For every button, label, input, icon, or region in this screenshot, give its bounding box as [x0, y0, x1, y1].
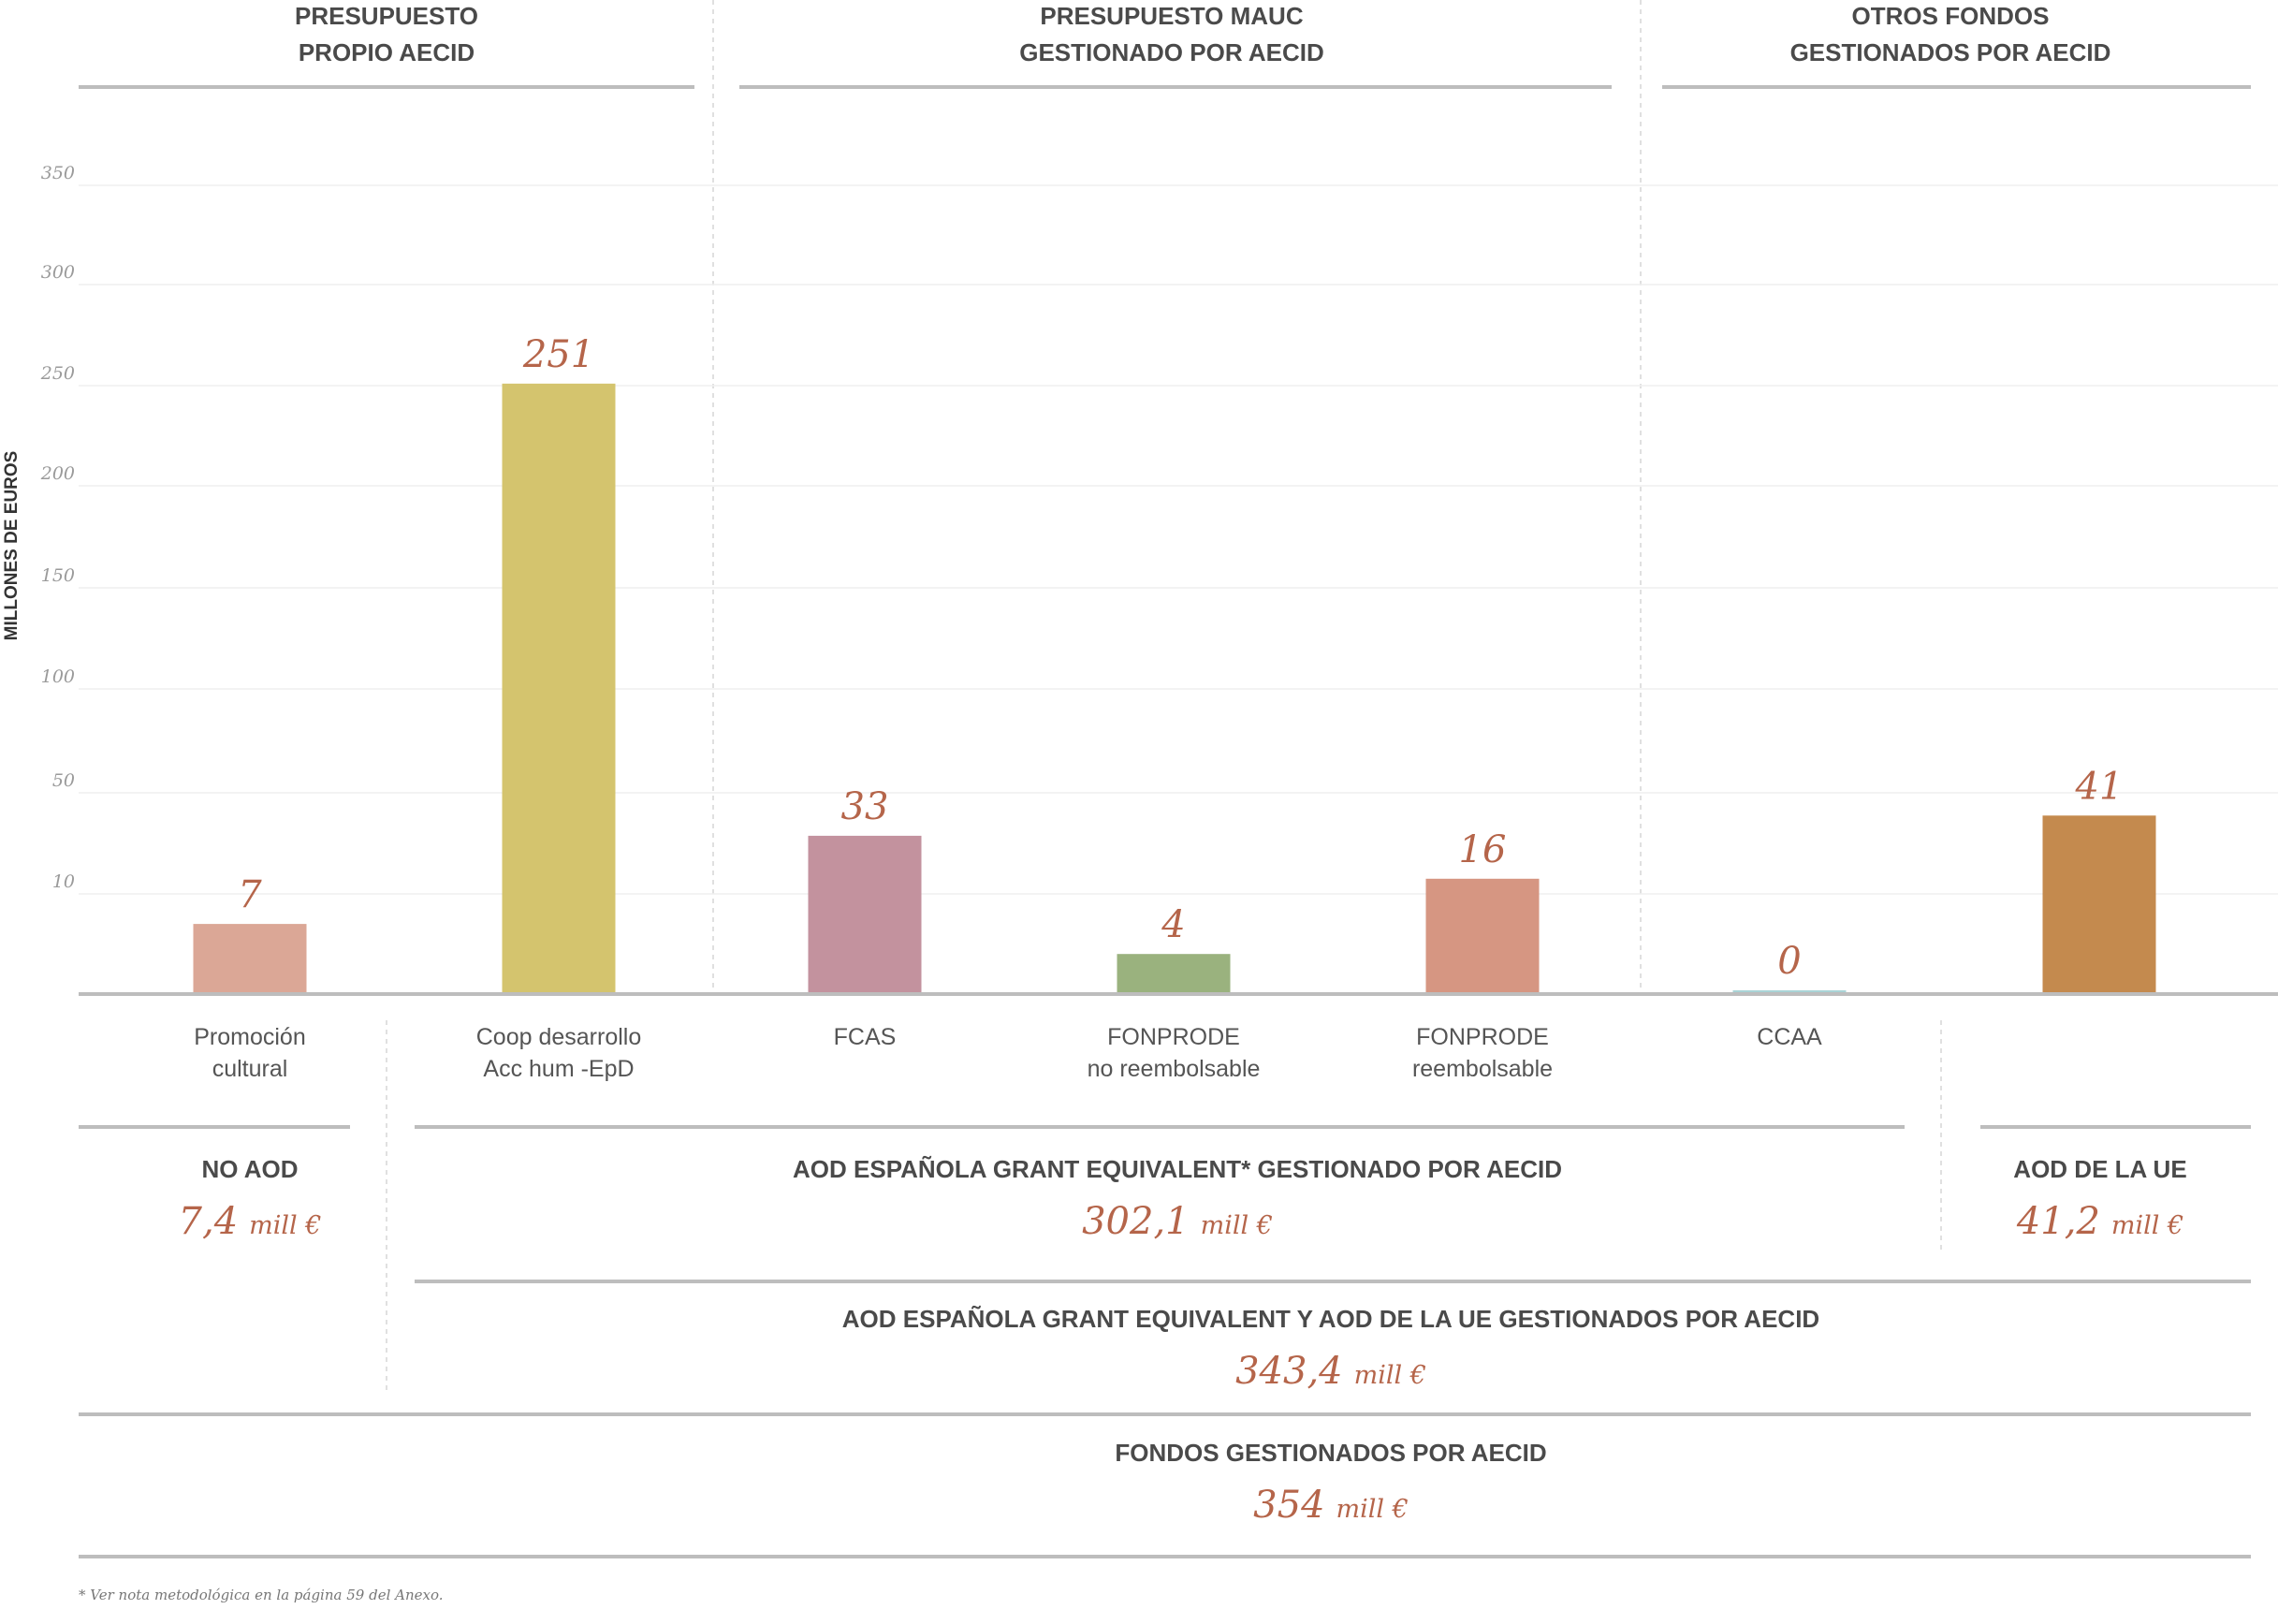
y-tick-label: 150 [41, 565, 75, 586]
bar [1117, 954, 1231, 994]
aod-espanola-title: AOD ESPAÑOLA GRANT EQUIVALENT* GESTIONAD… [793, 1155, 1562, 1183]
category-label: no reembolsable [1088, 1056, 1261, 1082]
aod-total-unit: mill € [1354, 1361, 1426, 1390]
section-header-otros-line2: GESTIONADOS POR AECID [1790, 38, 2111, 66]
no-aod-unit: mill € [249, 1211, 321, 1240]
bar [193, 924, 307, 994]
y-tick-label: 50 [52, 770, 75, 791]
fondos-amount: 354 mill € [1253, 1484, 1409, 1527]
y-tick-label: 300 [41, 262, 75, 283]
category-label: cultural [212, 1056, 288, 1082]
no-aod-amount: 7,4 mill € [179, 1200, 322, 1243]
category-label: Coop desarrollo [476, 1024, 642, 1050]
y-axis-label: MILLONES DE EUROS [2, 451, 22, 641]
value-label: 41 [2075, 765, 2124, 808]
no-aod-value: 7,4 [179, 1200, 239, 1243]
value-label: 33 [841, 785, 889, 828]
value-label: 251 [522, 333, 594, 376]
category-label: reembolsable [1412, 1056, 1553, 1082]
value-label: 7 [238, 873, 262, 916]
bar [808, 835, 922, 994]
bars [193, 383, 2156, 995]
aod-ue-amount: 41,2 mill € [2016, 1200, 2183, 1243]
aod-total-amount: 343,4 mill € [1235, 1350, 1426, 1393]
fondos-value: 354 [1253, 1484, 1324, 1527]
bar [1425, 878, 1540, 994]
value-label: 0 [1777, 940, 1801, 983]
value-label: 16 [1459, 828, 1507, 871]
aod-ue-value: 41,2 [2016, 1200, 2100, 1243]
y-tick-label: 100 [41, 666, 75, 687]
section-header-propio-line1: PRESUPUESTO [295, 2, 478, 30]
aod-espanola-unit: mill € [1201, 1211, 1273, 1240]
category-label: FONPRODE [1107, 1024, 1240, 1050]
category-label: CCAA [1757, 1024, 1822, 1050]
fondos-title: FONDOS GESTIONADOS POR AECID [1115, 1439, 1546, 1467]
category-label: FONPRODE [1416, 1024, 1549, 1050]
y-tick-label: 10 [52, 871, 75, 892]
category-label: Promoción [194, 1024, 306, 1050]
aod-espanola-value: 302,1 [1082, 1200, 1190, 1243]
y-tick-label: 250 [40, 363, 75, 384]
aod-total-title: AOD ESPAÑOLA GRANT EQUIVALENT Y AOD DE L… [842, 1305, 1819, 1333]
value-label: 4 [1161, 903, 1185, 946]
bar [502, 383, 616, 995]
aod-ue-unit: mill € [2111, 1211, 2183, 1240]
section-header-otros-line1: OTROS FONDOS [1852, 2, 2050, 30]
category-label: Acc hum -EpD [483, 1056, 634, 1082]
grid-lines [79, 184, 2278, 895]
footnote: * Ver nota metodológica en la página 59 … [79, 1587, 444, 1603]
section-header-mauc-line2: GESTIONADO POR AECID [1019, 38, 1324, 66]
aod-espanola-amount: 302,1 mill € [1082, 1200, 1273, 1243]
y-tick-labels: 10 50 100 150 200 250 300 350 [40, 163, 75, 892]
category-labels: Promoción cultural Coop desarrollo Acc hum … [194, 1024, 1822, 1082]
no-aod-title: NO AOD [201, 1155, 298, 1183]
section-header-propio-line2: PROPIO AECID [299, 38, 475, 66]
bar [2042, 815, 2156, 994]
y-tick-label: 200 [40, 463, 75, 484]
value-labels: 7 251 33 4 16 0 41 [238, 333, 2123, 983]
y-tick-label: 350 [41, 163, 75, 183]
fondos-unit: mill € [1336, 1495, 1409, 1524]
category-label: FCAS [834, 1024, 897, 1050]
aod-ue-title: AOD DE LA UE [2013, 1155, 2186, 1183]
section-header-mauc-line1: PRESUPUESTO MAUC [1040, 2, 1303, 30]
aod-total-value: 343,4 [1235, 1350, 1343, 1393]
